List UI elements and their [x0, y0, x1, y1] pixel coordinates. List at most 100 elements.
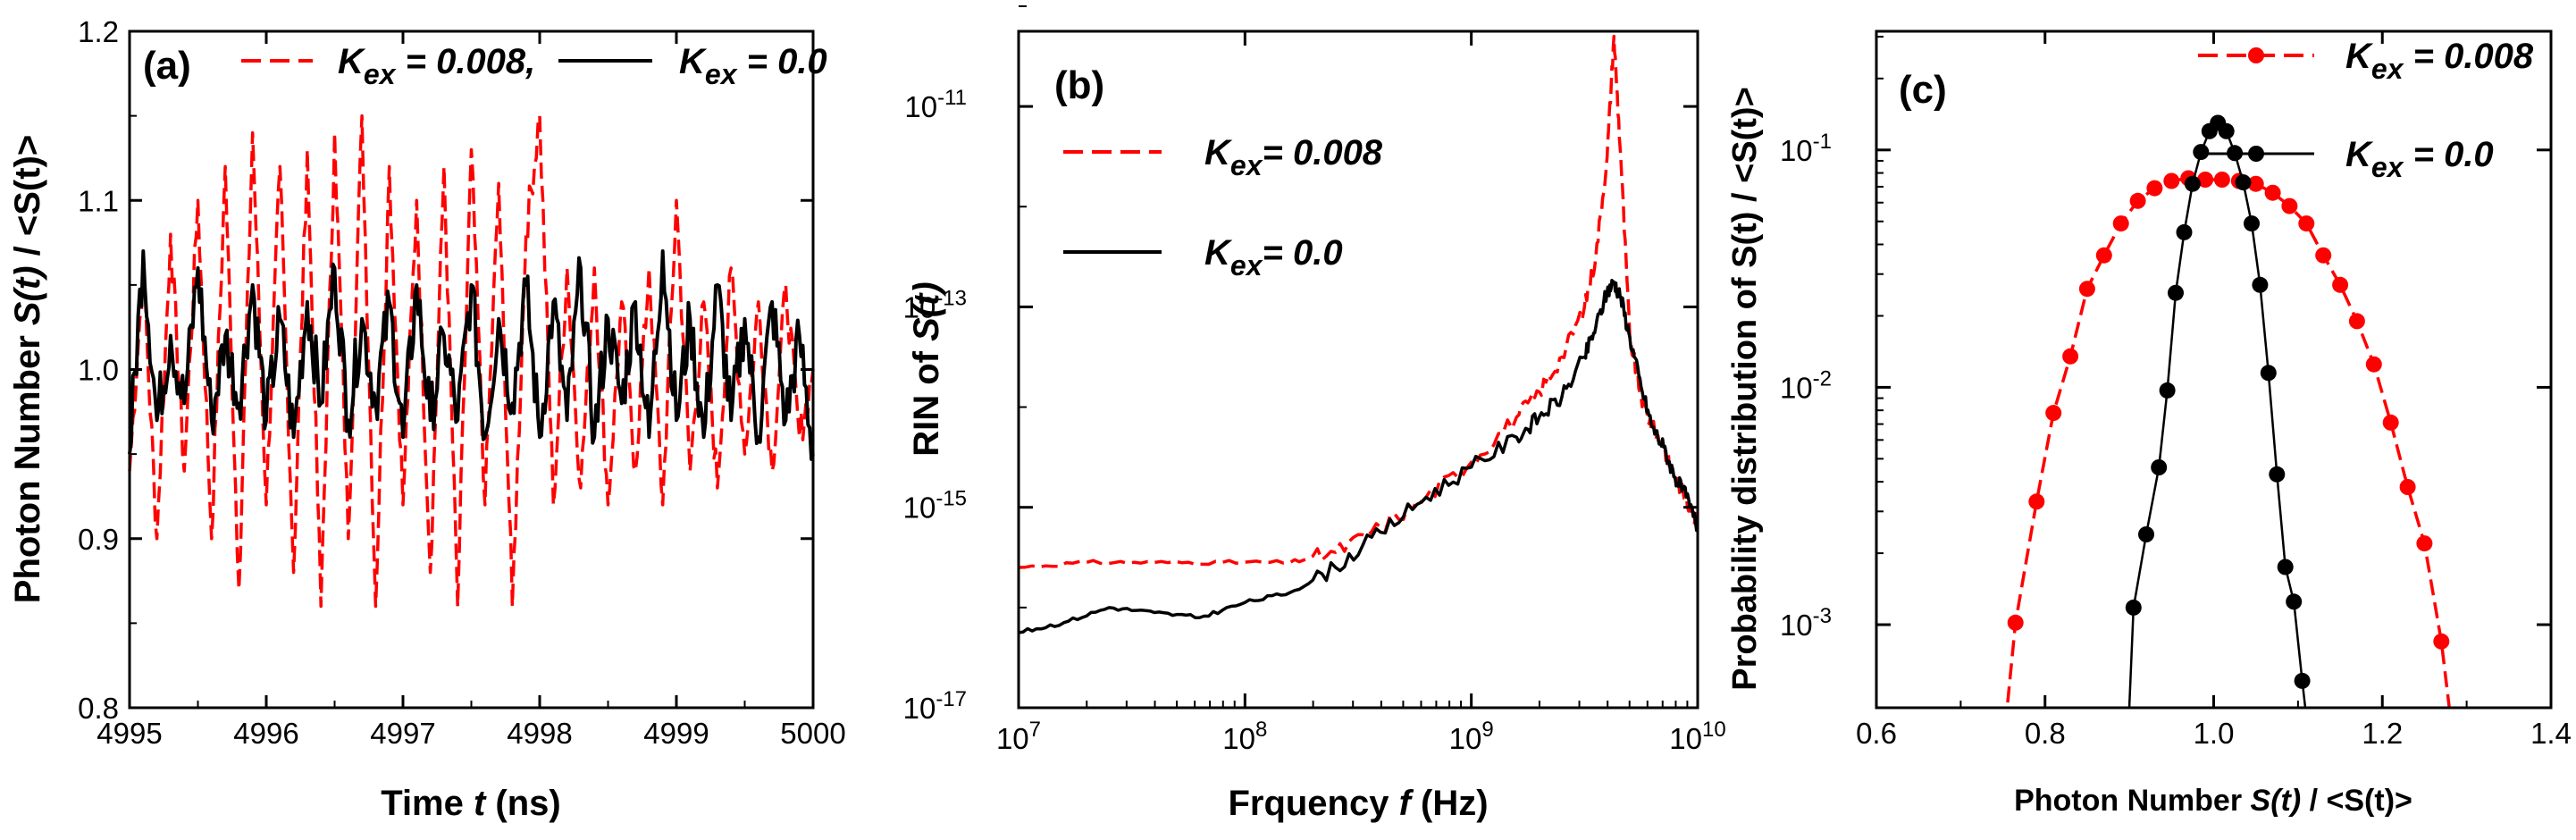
panel-a: 4995 4996 4997 4998 4999 50000.80.91.01.11.2 … — [8, 15, 846, 823]
y-tick-label: 1.0 — [78, 354, 119, 387]
panel-a-tag: (a) — [143, 44, 191, 88]
data-point-red — [2264, 184, 2281, 201]
x-tick-label: 1.0 — [2194, 717, 2235, 750]
x-tick-label: 4998 — [507, 717, 572, 750]
legend-c-red-label: Kex = 0.008 — [2345, 37, 2534, 85]
data-point-red — [2062, 348, 2079, 365]
y-tick-label: 0.9 — [78, 523, 119, 556]
data-point-black — [2151, 459, 2168, 475]
legend-c-red-marker — [2248, 47, 2264, 63]
data-point-black — [2235, 174, 2252, 191]
panel-c: 0.6 0.8 1.0 1.2 1.4 10-3 10-2 10-1 (c) Kex = 0.… — [1726, 29, 2572, 818]
panel-c-legend: Kex = 0.008 Kex = 0.0 — [2198, 37, 2534, 183]
data-point-red — [2078, 281, 2095, 298]
data-point-red — [2247, 175, 2264, 192]
y-tick-label: 0.8 — [78, 692, 119, 725]
legend-c-black-marker — [2248, 146, 2264, 162]
x-tick-label: 107 — [996, 718, 1041, 755]
data-point-red — [2365, 356, 2382, 373]
x-tick-label: 1.2 — [2362, 717, 2403, 750]
panel-c-tag: (c) — [1899, 68, 1947, 112]
panel-b-frame — [1017, 29, 1699, 710]
panel-c-ticks: 0.6 0.8 1.0 1.2 1.4 10-3 10-2 10-1 — [1780, 31, 2572, 750]
panel-b-ylabel: RIN of S(t) — [907, 281, 946, 457]
x-tick-label: 5000 — [780, 717, 845, 750]
data-point-red — [2298, 215, 2315, 232]
data-point-red — [2416, 535, 2433, 552]
data-point-red — [2382, 414, 2399, 431]
series-line-red — [2005, 176, 2451, 708]
data-point-black — [2260, 365, 2277, 382]
panel-a-ylabel: Photon Number S(t) / <S(t)> — [8, 135, 47, 603]
y-tick-label: 10-2 — [1780, 366, 1832, 404]
x-tick-label: 1.4 — [2530, 717, 2572, 750]
legend-b-red-label: Kex= 0.008 — [1204, 133, 1383, 181]
panel-b-ticks: 107 108 109 1010 10-17 10-15 10-13 10-11 — [903, 4, 1726, 755]
legend-a-red-label: Kex = 0.008, — [338, 42, 535, 90]
panel-c-series — [2005, 114, 2451, 708]
panel-a-legend: Kex = 0.008, Kex = 0.0 — [241, 42, 827, 90]
x-tick-label: 109 — [1449, 718, 1494, 755]
panel-c-ylabel: Probability distribution of S(t) / <S(t)… — [1726, 87, 1764, 691]
data-point-red — [2095, 247, 2112, 264]
data-point-black — [2193, 144, 2210, 161]
panel-c-xlabel: Photon Number S(t) / <S(t)> — [2014, 784, 2412, 818]
data-point-black — [2269, 466, 2286, 483]
panel-a-ticks: 4995 4996 4997 4998 4999 5000 0.8 0.9 1.0 1.1 1.2 — [78, 15, 846, 750]
data-point-red — [2163, 172, 2180, 189]
data-point-black — [2286, 593, 2303, 610]
series-line-black — [128, 249, 815, 461]
panel-a-series — [128, 113, 815, 609]
legend-b-black-label: Kex= 0.0 — [1204, 233, 1343, 281]
panel-a-xlabel: Time t (ns) — [381, 784, 561, 823]
series-line-black — [1018, 279, 1699, 634]
data-point-red — [2129, 192, 2146, 209]
data-point-red — [2028, 493, 2045, 510]
series-line-black — [2127, 121, 2307, 708]
data-point-red — [2213, 172, 2230, 188]
y-tick-label: 10-3 — [1780, 604, 1832, 642]
data-point-red — [2348, 313, 2365, 330]
data-point-black — [2218, 122, 2235, 139]
x-tick-label: 108 — [1222, 718, 1267, 755]
data-point-red — [2112, 215, 2129, 232]
y-tick-label: 1.1 — [78, 184, 119, 217]
y-tick-label: 10-17 — [903, 687, 967, 725]
x-tick-label: 0.6 — [1856, 717, 1897, 750]
data-point-black — [2244, 215, 2260, 232]
data-point-red — [2007, 614, 2024, 631]
x-tick-label: 4996 — [233, 717, 298, 750]
y-tick-label: 10-1 — [1780, 130, 1832, 167]
data-point-black — [2184, 175, 2201, 192]
data-point-red — [2433, 633, 2450, 650]
panel-b-series — [1018, 34, 1699, 634]
x-tick-label: 0.8 — [2025, 717, 2066, 750]
data-point-black — [2168, 284, 2184, 301]
panel-b-legend: Kex= 0.008 Kex= 0.0 — [1063, 133, 1383, 281]
data-point-black — [2138, 526, 2154, 542]
panel-b-xlabel: Frquency f (Hz) — [1228, 784, 1488, 823]
y-tick-label: 10-11 — [904, 86, 967, 123]
series-line-red — [128, 113, 815, 609]
data-point-black — [2176, 223, 2193, 240]
x-tick-label: 1010 — [1669, 718, 1725, 755]
data-point-red — [2197, 172, 2214, 188]
data-point-black — [2159, 382, 2176, 399]
data-point-black — [2294, 672, 2311, 689]
data-point-red — [2315, 247, 2332, 264]
legend-c-black-label: Kex = 0.0 — [2345, 135, 2494, 183]
data-point-red — [2146, 180, 2163, 197]
y-tick-label: 10-15 — [903, 487, 967, 525]
data-point-red — [2332, 276, 2349, 293]
panel-b-tag: (b) — [1054, 63, 1104, 107]
y-tick-label: 10-13 — [903, 286, 967, 323]
data-point-red — [2045, 405, 2062, 422]
legend-a-black-label: Kex = 0.0 — [679, 42, 827, 90]
y-tick-label: 1.2 — [78, 15, 119, 48]
data-point-red — [2399, 479, 2416, 495]
series-line-red — [1018, 34, 1699, 569]
data-point-black — [2252, 276, 2269, 293]
x-tick-label: 4999 — [643, 717, 709, 750]
x-tick-label: 4997 — [370, 717, 435, 750]
